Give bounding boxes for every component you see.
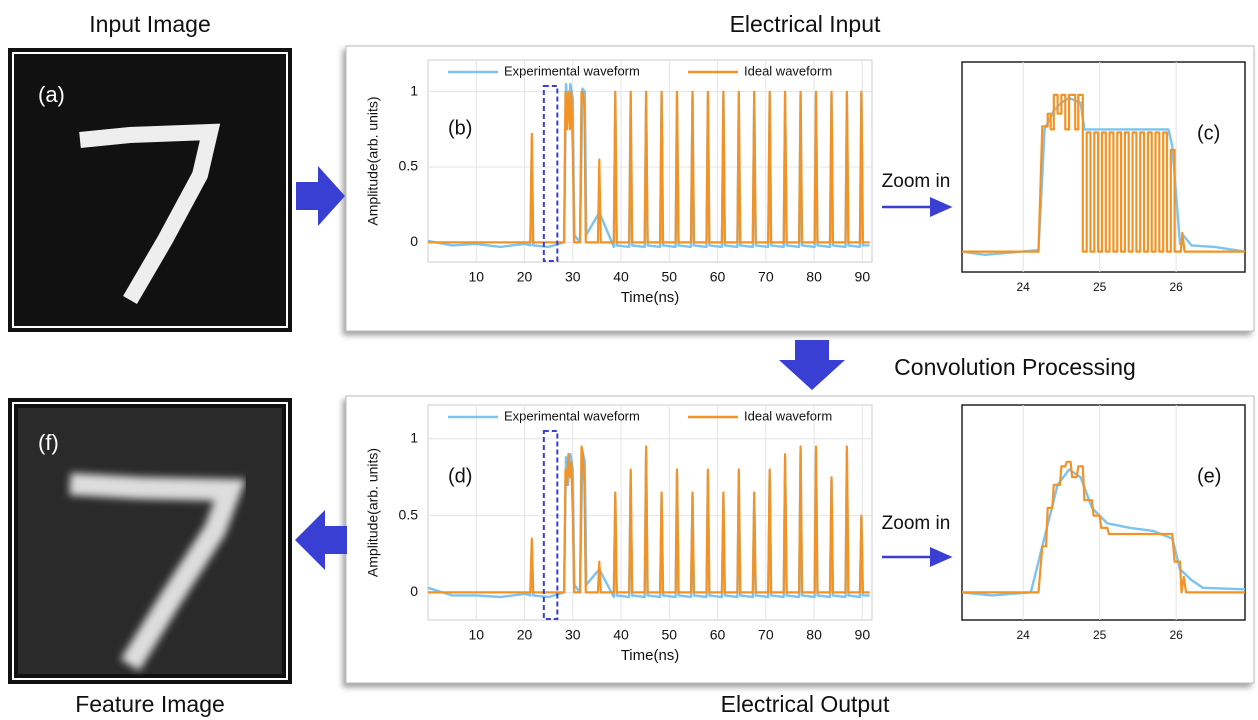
legend-label: Experimental waveform — [504, 63, 640, 78]
panel-label: (e) — [1197, 465, 1221, 487]
input-image: (a) — [8, 48, 292, 332]
panel-label: (f) — [38, 430, 59, 455]
x-tick-label: 60 — [710, 627, 726, 643]
x-tick-label: 70 — [758, 627, 774, 643]
x-tick-label: 80 — [806, 269, 822, 285]
x-tick-label: 20 — [517, 269, 533, 285]
input-title: Input Image — [89, 11, 210, 37]
y-tick-label: 1 — [410, 429, 418, 445]
x-axis-label: Time(ns) — [621, 289, 680, 306]
panel-label: (b) — [448, 118, 472, 140]
arrow — [779, 340, 845, 390]
x-tick-label: 24 — [1017, 280, 1031, 294]
panel-label: (c) — [1197, 122, 1220, 144]
x-tick-label: 80 — [806, 627, 822, 643]
x-tick-label: 26 — [1169, 628, 1183, 642]
x-tick-label: 10 — [468, 627, 484, 643]
arrow — [295, 510, 347, 570]
y-tick-label: 0.5 — [399, 158, 419, 174]
x-tick-label: 90 — [855, 269, 871, 285]
y-tick-label: 0.5 — [399, 506, 419, 522]
y-axis-label: Amplitude(arb. units) — [365, 96, 381, 225]
electrical-output-title: Electrical Output — [721, 691, 890, 717]
x-tick-label: 24 — [1017, 628, 1031, 642]
zoom-label: Zoom in — [882, 513, 951, 534]
legend-label: Ideal waveform — [744, 63, 832, 78]
y-axis-label: Amplitude(arb. units) — [365, 448, 381, 577]
x-tick-label: 30 — [565, 269, 581, 285]
zoom-label: Zoom in — [882, 171, 951, 192]
x-tick-label: 70 — [758, 269, 774, 285]
convolution-title: Convolution Processing — [894, 354, 1136, 380]
x-tick-label: 40 — [613, 269, 629, 285]
x-tick-label: 25 — [1093, 628, 1107, 642]
feature-title: Feature Image — [75, 691, 225, 717]
feature-image: (f) — [8, 398, 292, 684]
y-tick-label: 1 — [410, 82, 418, 98]
legend-label: Experimental waveform — [504, 408, 640, 423]
x-tick-label: 26 — [1169, 280, 1183, 294]
x-tick-label: 90 — [855, 627, 871, 643]
x-tick-label: 40 — [613, 627, 629, 643]
x-tick-label: 20 — [517, 627, 533, 643]
x-tick-label: 50 — [662, 269, 678, 285]
legend-label: Ideal waveform — [744, 408, 832, 423]
y-tick-label: 0 — [410, 583, 418, 599]
electrical-input-title: Electrical Input — [730, 11, 881, 37]
x-tick-label: 50 — [662, 627, 678, 643]
y-tick-label: 0 — [410, 233, 418, 249]
x-tick-label: 25 — [1093, 280, 1107, 294]
x-axis-label: Time(ns) — [621, 647, 680, 664]
x-tick-label: 30 — [565, 627, 581, 643]
x-tick-label: 60 — [710, 269, 726, 285]
x-tick-label: 10 — [468, 269, 484, 285]
figure: Input Image Electrical Input Convolution… — [0, 0, 1258, 720]
panel-label: (a) — [38, 82, 65, 107]
arrow — [296, 166, 345, 226]
panel-label: (d) — [448, 465, 472, 487]
